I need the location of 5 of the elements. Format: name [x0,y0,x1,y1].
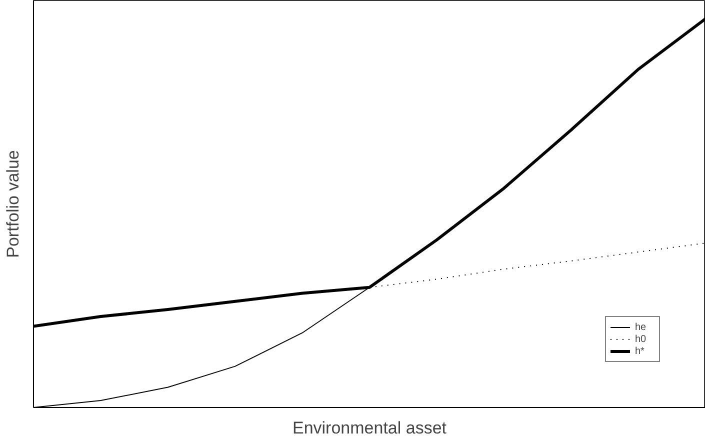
legend-label: he [635,321,648,333]
legend-label: h* [635,345,646,357]
y-axis-title: Portfolio value [4,150,22,258]
x-axis-title: Environmental asset [292,418,447,438]
legend-label: h0 [635,333,648,345]
